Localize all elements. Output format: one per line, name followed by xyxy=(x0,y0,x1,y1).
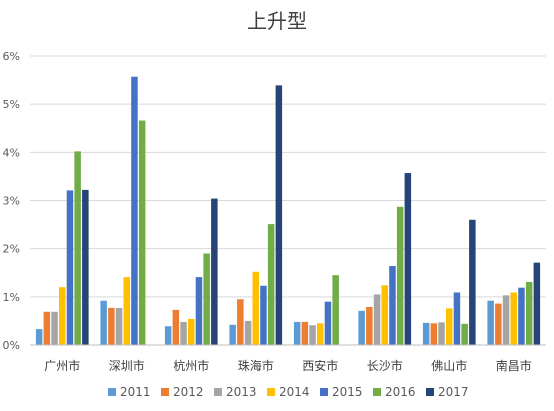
legend-swatch-2015 xyxy=(320,388,328,396)
bar-2013-1 xyxy=(115,307,123,345)
bar-2013-6 xyxy=(438,322,445,345)
y-tick-label: 6% xyxy=(3,50,20,63)
gridlines xyxy=(30,55,546,298)
bar-2013-7 xyxy=(502,295,510,345)
legend-label: 2011 xyxy=(120,385,151,399)
legend-label: 2013 xyxy=(226,385,257,399)
bar-2016-3 xyxy=(267,224,275,345)
legend-label: 2017 xyxy=(438,385,469,399)
bar-2012-6 xyxy=(430,323,438,345)
bar-2017-7 xyxy=(533,262,541,345)
legend-swatch-2011 xyxy=(108,388,116,396)
bar-2017-2 xyxy=(211,198,218,345)
chart-title: 上升型 xyxy=(247,9,307,33)
bar-2011-3 xyxy=(229,324,236,345)
bar-2014-2 xyxy=(188,318,195,345)
bar-2016-4 xyxy=(332,275,339,345)
y-tick-label: 4% xyxy=(3,146,20,159)
bar-2014-7 xyxy=(510,292,517,345)
bars xyxy=(35,76,541,346)
x-category-label: 杭州市 xyxy=(173,358,209,373)
bar-2014-5 xyxy=(381,285,388,345)
bar-2013-4 xyxy=(309,325,316,345)
x-category-label: 广州市 xyxy=(44,358,80,373)
legend-swatch-2014 xyxy=(267,388,275,396)
y-tick-label: 2% xyxy=(3,243,20,256)
x-category-label: 南昌市 xyxy=(496,358,532,373)
bar-2016-5 xyxy=(396,206,404,345)
bar-2012-3 xyxy=(237,299,244,345)
bar-2015-6 xyxy=(453,292,461,345)
legend-swatch-2017 xyxy=(426,388,434,396)
bar-2013-5 xyxy=(373,294,381,345)
bar-2012-5 xyxy=(366,306,373,345)
bar-2012-1 xyxy=(108,307,115,345)
bar-2011-1 xyxy=(100,300,107,345)
legend-swatch-2013 xyxy=(214,388,222,396)
bar-2014-0 xyxy=(59,287,66,345)
bar-2016-1 xyxy=(138,120,146,345)
bar-2015-7 xyxy=(518,287,525,345)
y-tick-label: 0% xyxy=(3,339,20,352)
x-category-label: 西安市 xyxy=(302,358,338,373)
bar-2011-0 xyxy=(35,329,43,345)
bar-2013-2 xyxy=(180,321,187,345)
x-category-label: 长沙市 xyxy=(367,358,403,373)
legend: 2011 2012 2013 2014 2015 2016 2017 xyxy=(108,385,469,399)
bar-2011-7 xyxy=(487,300,494,345)
y-axis-ticks: 0% 1% 2% 3% 4% 5% 6% xyxy=(3,50,20,352)
bar-2014-6 xyxy=(446,308,453,345)
x-category-label: 佛山市 xyxy=(431,358,467,373)
bar-2017-6 xyxy=(469,219,476,345)
bar-2015-1 xyxy=(131,76,138,346)
bar-2012-0 xyxy=(43,311,51,345)
bar-2015-5 xyxy=(389,266,396,345)
bar-2014-3 xyxy=(252,271,259,345)
y-tick-label: 1% xyxy=(3,291,20,304)
bar-2013-3 xyxy=(244,320,252,345)
legend-label: 2015 xyxy=(332,385,363,399)
bar-2011-4 xyxy=(293,321,301,345)
bar-2012-4 xyxy=(301,321,309,345)
bar-2015-3 xyxy=(260,285,267,345)
bar-2015-0 xyxy=(66,190,74,345)
legend-label: 2014 xyxy=(279,385,310,399)
legend-label: 2016 xyxy=(385,385,416,399)
bar-2015-2 xyxy=(195,277,203,345)
bar-2014-4 xyxy=(317,323,324,345)
bar-2015-4 xyxy=(324,301,332,345)
bar-2016-7 xyxy=(525,281,533,345)
bar-2012-2 xyxy=(172,309,180,345)
bar-2016-0 xyxy=(74,151,81,345)
y-tick-label: 5% xyxy=(3,98,20,111)
legend-swatch-2012 xyxy=(161,388,169,396)
bar-2011-6 xyxy=(422,322,430,345)
y-tick-label: 3% xyxy=(3,195,20,208)
legend-label: 2012 xyxy=(173,385,204,399)
legend-swatch-2016 xyxy=(373,388,381,396)
x-category-label: 珠海市 xyxy=(238,358,274,373)
bar-2012-7 xyxy=(495,303,502,345)
bar-2016-2 xyxy=(203,253,210,345)
bar-2017-3 xyxy=(275,85,283,345)
x-axis-categories: 广州市 深圳市 杭州市 珠海市 西安市 长沙市 佛山市 南昌市 xyxy=(44,358,532,373)
bar-2017-5 xyxy=(404,173,412,345)
bar-2011-2 xyxy=(164,326,172,345)
bar-2014-1 xyxy=(123,277,130,345)
bar-2017-0 xyxy=(82,189,89,345)
bar-2013-0 xyxy=(51,311,58,345)
bar-2011-5 xyxy=(358,310,365,345)
bar-2016-6 xyxy=(461,323,468,345)
x-category-label: 深圳市 xyxy=(109,358,145,373)
